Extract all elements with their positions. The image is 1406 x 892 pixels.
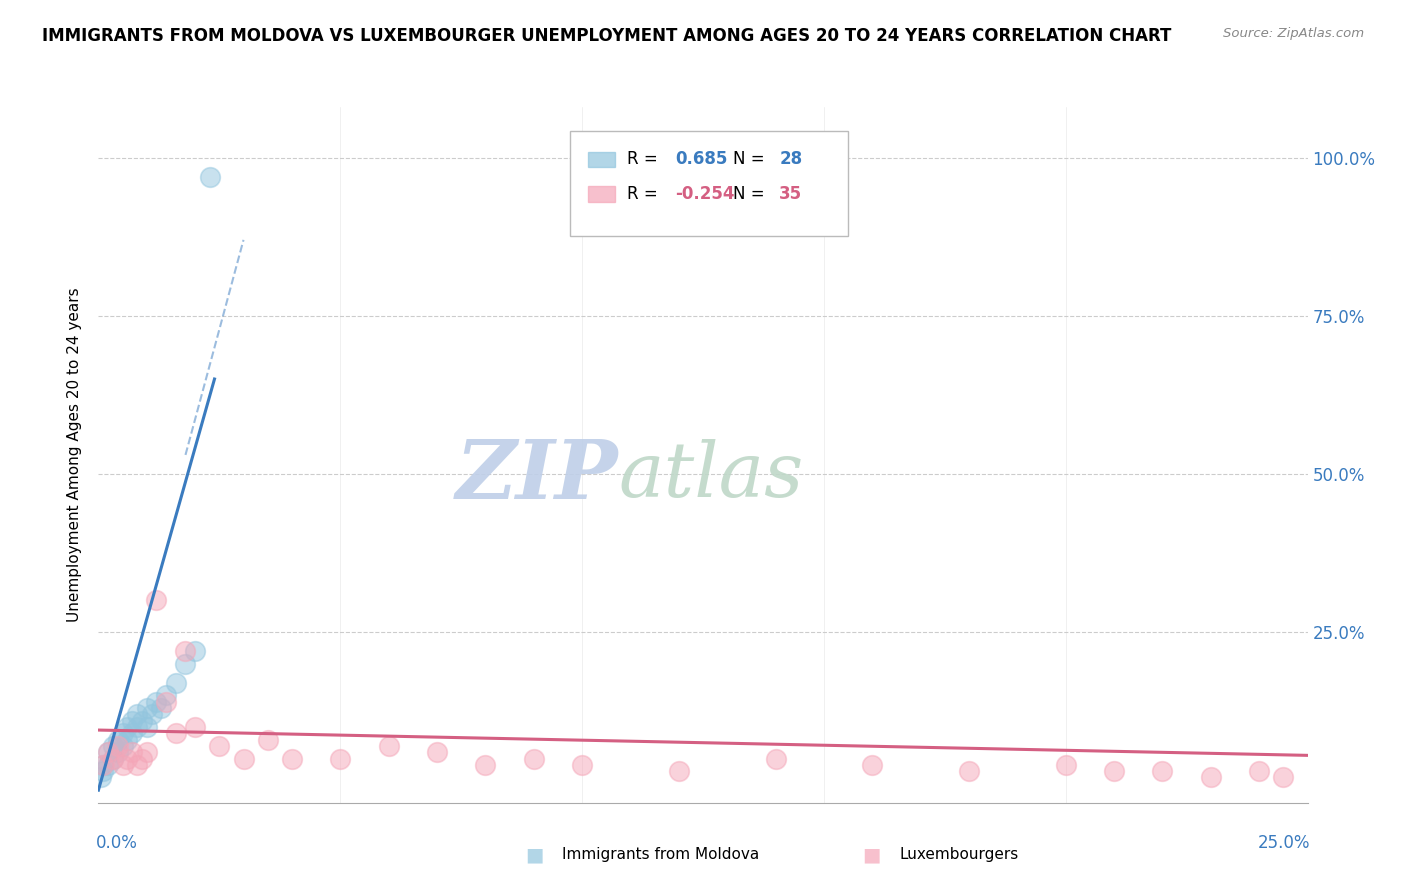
Text: ZIP: ZIP: [456, 436, 619, 516]
Point: [131, 714, 153, 728]
Point: [184, 644, 207, 658]
Point: [121, 726, 143, 740]
Text: atlas: atlas: [619, 439, 804, 513]
Point: [97, 745, 120, 759]
Text: Luxembourgers: Luxembourgers: [900, 847, 1019, 862]
Text: IMMIGRANTS FROM MOLDOVA VS LUXEMBOURGER UNEMPLOYMENT AMONG AGES 20 TO 24 YEARS C: IMMIGRANTS FROM MOLDOVA VS LUXEMBOURGER …: [42, 27, 1171, 45]
Text: ■: ■: [524, 845, 544, 864]
Point: [111, 757, 134, 772]
Point: [1272, 771, 1295, 785]
Text: -0.254: -0.254: [675, 185, 735, 203]
Point: [97, 745, 120, 759]
Point: [1102, 764, 1125, 779]
FancyBboxPatch shape: [588, 186, 614, 202]
Point: [474, 757, 496, 772]
Point: [101, 751, 124, 765]
Point: [208, 739, 231, 753]
Point: [377, 739, 399, 753]
Text: 35: 35: [779, 185, 803, 203]
Point: [1249, 764, 1271, 779]
Text: ■: ■: [862, 845, 882, 864]
Point: [1199, 771, 1222, 785]
Point: [668, 764, 690, 779]
Point: [111, 726, 134, 740]
Point: [184, 720, 207, 734]
Point: [107, 732, 129, 747]
Point: [127, 757, 149, 772]
Point: [232, 751, 254, 765]
Point: [957, 764, 980, 779]
Point: [91, 757, 114, 772]
Point: [141, 707, 163, 722]
Text: Source: ZipAtlas.com: Source: ZipAtlas.com: [1223, 27, 1364, 40]
Text: N =: N =: [734, 150, 770, 169]
Point: [111, 739, 134, 753]
Point: [523, 751, 546, 765]
Point: [101, 751, 124, 765]
Point: [91, 764, 114, 779]
FancyBboxPatch shape: [569, 131, 848, 235]
Point: [174, 657, 197, 671]
Point: [131, 751, 153, 765]
Point: [117, 732, 139, 747]
Point: [145, 695, 167, 709]
Point: [117, 720, 139, 734]
Point: [256, 732, 278, 747]
FancyBboxPatch shape: [588, 152, 614, 167]
Text: 0.0%: 0.0%: [96, 834, 138, 852]
Point: [165, 675, 187, 690]
Point: [90, 771, 112, 785]
Point: [150, 701, 173, 715]
Point: [165, 726, 187, 740]
Point: [97, 757, 120, 772]
Point: [281, 751, 304, 765]
Point: [1152, 764, 1174, 779]
Point: [765, 751, 787, 765]
Text: 28: 28: [779, 150, 803, 169]
Point: [145, 593, 167, 607]
Point: [121, 745, 143, 759]
Point: [121, 714, 143, 728]
Point: [426, 745, 449, 759]
Point: [117, 751, 139, 765]
Text: Immigrants from Moldova: Immigrants from Moldova: [562, 847, 759, 862]
Point: [571, 757, 593, 772]
Text: R =: R =: [627, 185, 662, 203]
Point: [329, 751, 352, 765]
Point: [155, 688, 177, 702]
Text: 25.0%: 25.0%: [1257, 834, 1310, 852]
Point: [1054, 757, 1077, 772]
Point: [135, 720, 157, 734]
Point: [127, 707, 149, 722]
Point: [107, 739, 129, 753]
Point: [127, 720, 149, 734]
Text: R =: R =: [627, 150, 662, 169]
Point: [107, 745, 129, 759]
Point: [860, 757, 883, 772]
Point: [174, 644, 197, 658]
Point: [155, 695, 177, 709]
Point: [91, 757, 114, 772]
Y-axis label: Unemployment Among Ages 20 to 24 years: Unemployment Among Ages 20 to 24 years: [67, 287, 83, 623]
Text: N =: N =: [734, 185, 770, 203]
Point: [101, 739, 124, 753]
Point: [198, 169, 221, 184]
Point: [135, 745, 157, 759]
Text: 0.685: 0.685: [675, 150, 727, 169]
Point: [135, 701, 157, 715]
